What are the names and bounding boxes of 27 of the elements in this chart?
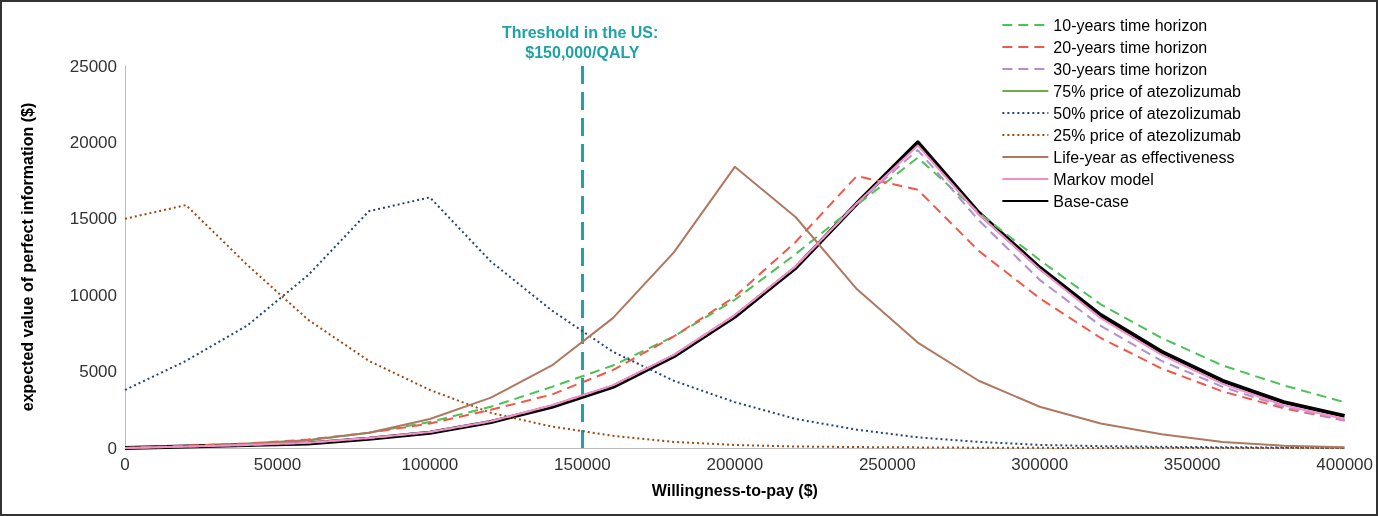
x-tick-label: 150000 — [554, 455, 611, 474]
x-tick-label: 250000 — [858, 455, 916, 474]
legend-label: Life-year as effectiveness — [1053, 148, 1235, 166]
y-tick-label: 10000 — [69, 285, 117, 305]
x-tick-label: 0 — [120, 455, 130, 474]
legend-label: 20-years time horizon — [1053, 38, 1208, 56]
y-tick-label: 25000 — [69, 56, 117, 76]
legend-label: 30-years time horizon — [1053, 60, 1208, 78]
y-tick-label: 20000 — [69, 132, 117, 152]
x-tick-label: 350000 — [1163, 455, 1221, 474]
ref-line-label: Threshold in the US: $150,000/QALY — [501, 23, 663, 61]
x-tick-label: 50000 — [253, 455, 302, 474]
y-tick-label: 0 — [107, 438, 117, 458]
legend-label: 25% price of atezolizumab — [1053, 126, 1242, 144]
x-tick-label: 100000 — [401, 455, 459, 474]
legend-label: 50% price of atezolizumab — [1053, 104, 1242, 122]
y-axis-title: expected value of perfect information ($) — [18, 102, 36, 412]
x-tick-label: 200000 — [706, 455, 764, 474]
y-tick-label: 15000 — [69, 209, 117, 229]
legend-label: 10-years time horizon — [1053, 16, 1208, 34]
x-tick-label: 400000 — [1316, 455, 1373, 474]
x-axis-title: Willingness-to-pay ($) — [651, 481, 818, 499]
legend-label: 75% price of atezolizumab — [1053, 82, 1242, 100]
legend-label: Markov model — [1053, 170, 1154, 188]
x-tick-label: 300000 — [1011, 455, 1069, 474]
y-tick-label: 5000 — [79, 362, 117, 382]
legend-label: Base-case — [1053, 192, 1130, 210]
